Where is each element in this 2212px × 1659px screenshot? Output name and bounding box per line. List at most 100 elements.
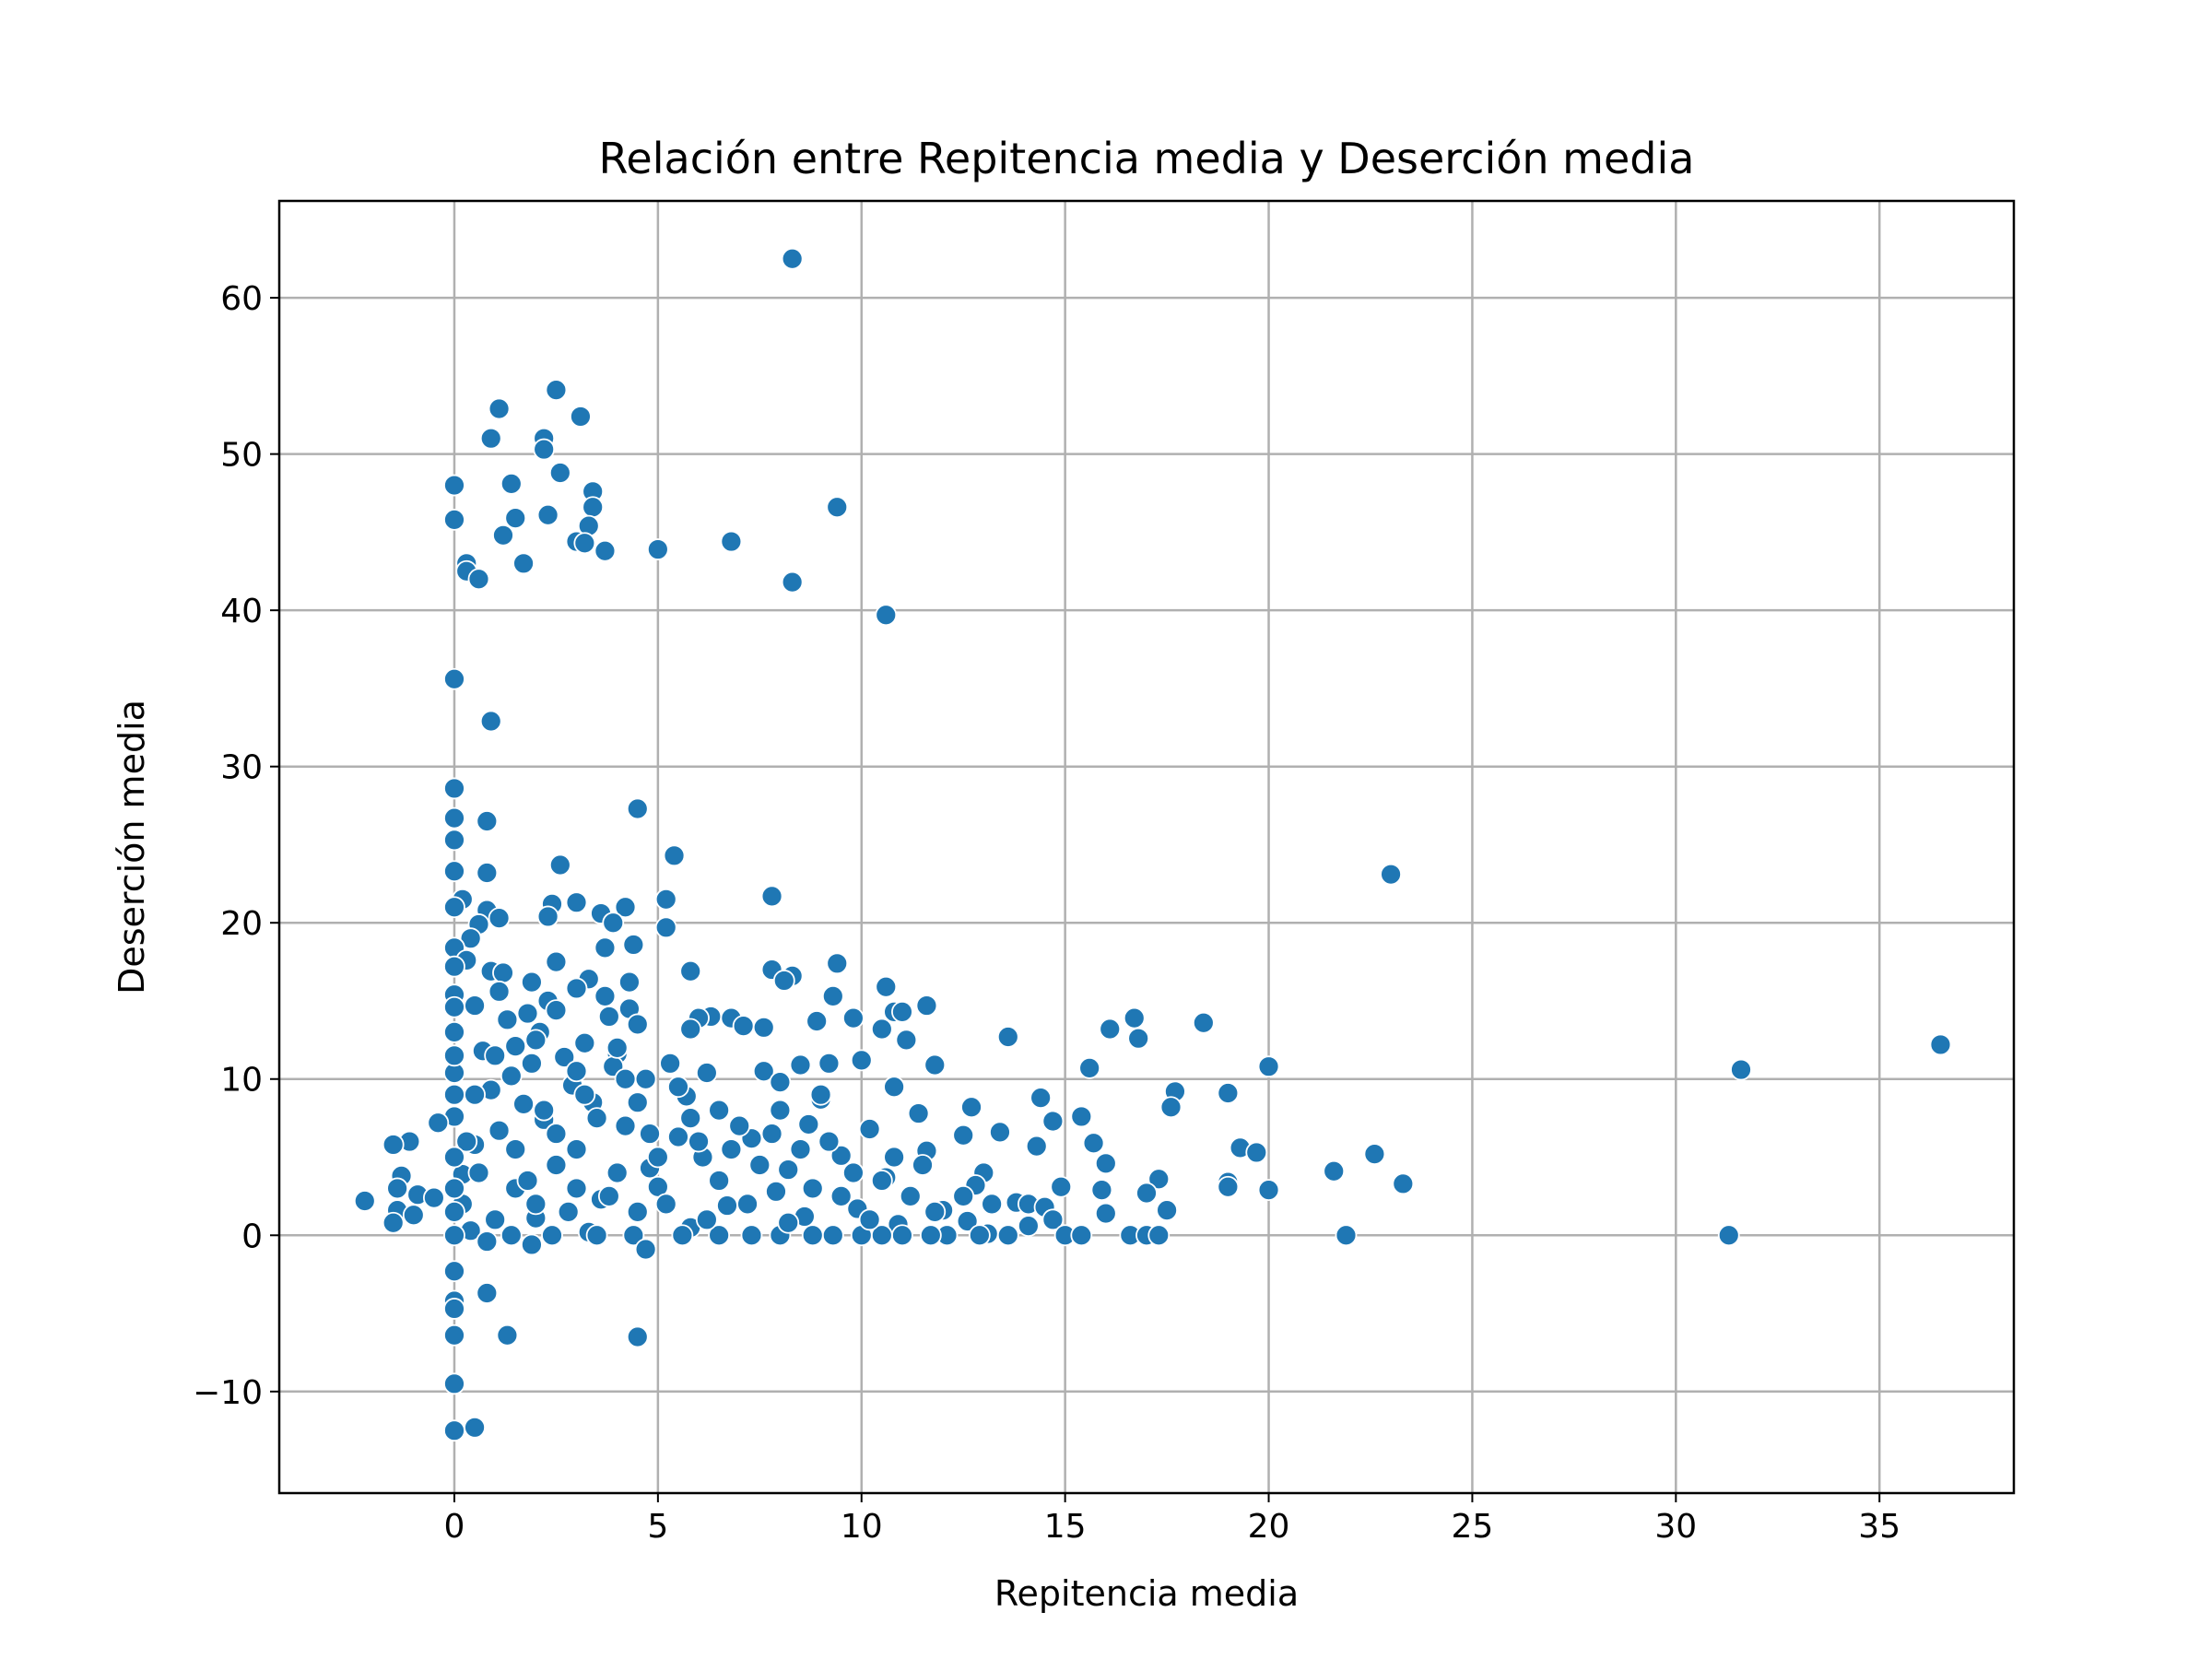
scatter-point <box>716 1194 738 1217</box>
scatter-point <box>736 1193 759 1216</box>
scatter-point <box>443 1083 465 1106</box>
scatter-point <box>536 905 559 928</box>
scatter-point <box>443 829 465 852</box>
scatter-point <box>443 1224 465 1247</box>
scatter-point <box>626 1013 649 1036</box>
scatter-point <box>570 406 592 428</box>
scatter-point <box>1392 1172 1415 1195</box>
scatter-point <box>968 1224 991 1247</box>
scatter-point <box>443 667 465 690</box>
scatter-point <box>402 1204 425 1227</box>
scatter-point <box>781 247 804 270</box>
y-tick-label: 30 <box>220 749 263 787</box>
scatter-point <box>626 1091 649 1114</box>
scatter-point <box>728 1114 751 1137</box>
scatter-point <box>639 1123 661 1145</box>
x-tick-label: 15 <box>1044 1508 1087 1546</box>
scatter-point <box>1094 1152 1117 1175</box>
scatter-point <box>443 1146 465 1169</box>
scatter-point <box>1929 1033 1952 1056</box>
scatter-point <box>765 1180 787 1203</box>
scatter-point <box>634 1238 657 1261</box>
scatter-point <box>492 524 514 547</box>
scatter-point <box>924 1053 947 1077</box>
scatter-point <box>646 1146 669 1169</box>
scatter-point <box>850 1049 873 1072</box>
scatter-point <box>740 1224 763 1247</box>
scatter-point <box>614 1114 637 1137</box>
scatter-point <box>1147 1224 1171 1247</box>
scatter-point <box>545 1123 568 1145</box>
scatter-point <box>695 1062 718 1084</box>
scatter-point <box>996 1026 1019 1048</box>
scatter-point <box>809 1083 832 1106</box>
scatter-point <box>667 1125 689 1148</box>
scatter-point <box>614 1067 637 1090</box>
scatter-point <box>488 907 511 930</box>
scatter-point <box>443 1020 465 1043</box>
scatter-point <box>545 379 568 402</box>
scatter-point <box>1257 1179 1280 1202</box>
scatter-point <box>479 710 502 733</box>
scatter-point <box>1090 1179 1113 1202</box>
scatter-point <box>573 1031 596 1054</box>
scatter-point <box>443 1044 465 1067</box>
scatter-point <box>679 959 702 982</box>
scatter-point <box>626 797 649 820</box>
y-tick-label: 0 <box>241 1218 263 1255</box>
scatter-point <box>821 1224 844 1247</box>
scatter-point <box>500 1224 523 1247</box>
scatter-point <box>760 1123 783 1145</box>
scatter-point <box>496 1008 519 1031</box>
scatter-point <box>626 1200 649 1223</box>
scatter-point <box>952 1184 975 1207</box>
scatter-point <box>667 1076 689 1099</box>
scatter-point <box>1335 1224 1358 1247</box>
grid-lines <box>279 201 2014 1493</box>
scatter-point <box>634 1067 657 1090</box>
scatter-point <box>594 984 617 1007</box>
scatter-point <box>1217 1082 1240 1104</box>
scatter-point <box>516 1170 539 1192</box>
scatter-point <box>915 994 938 1017</box>
scatter-point <box>521 1052 543 1075</box>
scatter-point <box>1070 1105 1093 1128</box>
scatter-point <box>919 1224 942 1247</box>
scatter-point <box>500 472 523 495</box>
scatter-point <box>1159 1096 1182 1119</box>
scatter-point <box>708 1170 731 1192</box>
scatter-point <box>545 999 568 1022</box>
scatter-point <box>659 1052 682 1075</box>
scatter-point <box>801 1177 824 1200</box>
scatter-point <box>830 1184 853 1207</box>
scatter-point <box>492 961 514 984</box>
scatter-point <box>541 1224 563 1247</box>
scatter-point <box>548 853 571 877</box>
y-tick-label: 50 <box>220 437 263 475</box>
scatter-point <box>1257 1055 1280 1078</box>
scatter-point <box>1217 1175 1240 1198</box>
scatter-point <box>504 1035 527 1058</box>
scatter-point <box>459 927 482 950</box>
scatter-point <box>1123 1006 1146 1030</box>
scatter-point <box>479 427 502 450</box>
scatter-point <box>443 896 465 919</box>
scatter-point <box>467 1161 490 1184</box>
x-axis-label: Repitencia media <box>994 1573 1299 1614</box>
x-tick-label: 0 <box>444 1508 465 1546</box>
scatter-point <box>912 1154 934 1176</box>
x-tick-label: 25 <box>1452 1508 1494 1546</box>
y-tick-label: 40 <box>220 593 263 630</box>
scatter-point <box>484 1208 507 1231</box>
scatter-point <box>981 1193 1004 1216</box>
scatter-point <box>769 1099 792 1122</box>
scatter-point <box>708 1099 731 1122</box>
scatter-point <box>789 1138 812 1160</box>
scatter-point <box>654 888 677 911</box>
y-axis-label: Deserción media <box>112 700 152 994</box>
scatter-point <box>443 1177 465 1200</box>
scatter-point <box>989 1121 1011 1144</box>
scatter-point <box>533 438 556 461</box>
scatter-point <box>1070 1224 1093 1247</box>
scatter-point <box>533 1099 556 1122</box>
